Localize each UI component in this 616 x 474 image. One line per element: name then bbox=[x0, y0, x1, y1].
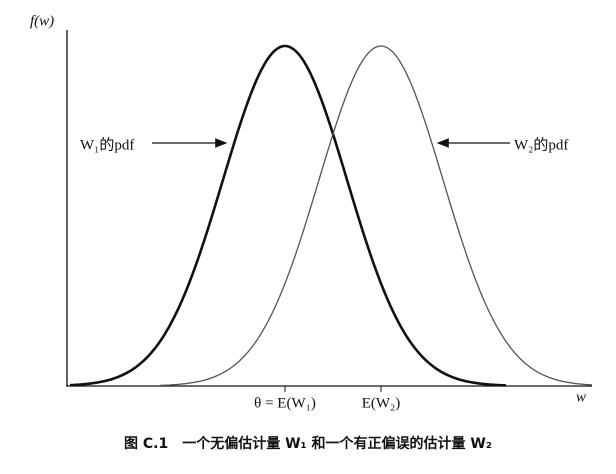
caption: 图 C.1 一个无偏估计量 W₁ 和一个有正偏误的估计量 W₂ bbox=[124, 435, 492, 452]
curve-w2 bbox=[159, 45, 593, 387]
x-axis-label: w bbox=[576, 389, 586, 405]
curve-label: W₁的pdf bbox=[80, 136, 134, 153]
marker-label: θ = E(W₁) bbox=[254, 395, 316, 411]
curve-w1 bbox=[69, 44, 507, 387]
y-axis-label: f(w) bbox=[30, 13, 54, 29]
marker-label: E(W₂) bbox=[362, 395, 401, 411]
curve-label: W₂的pdf bbox=[514, 136, 568, 153]
